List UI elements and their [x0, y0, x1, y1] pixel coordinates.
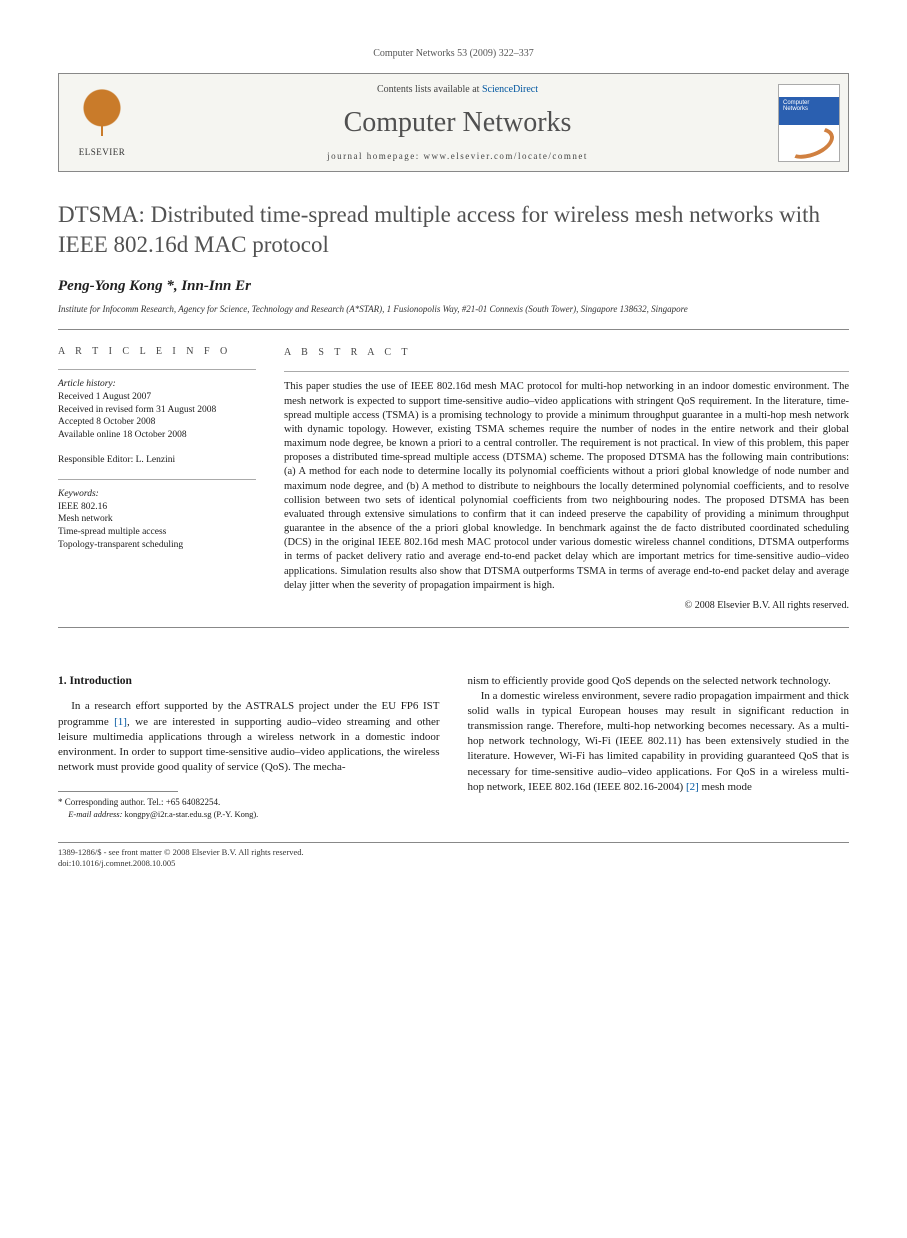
journal-masthead: ELSEVIER Contents lists available at Sci…	[58, 73, 849, 172]
author-list: Peng-Yong Kong *, Inn-Inn Er	[58, 278, 849, 295]
info-abstract-row: A R T I C L E I N F O Article history: R…	[58, 330, 849, 613]
intro-paragraph: In a research effort supported by the AS…	[58, 699, 440, 775]
abstract-heading: A B S T R A C T	[284, 346, 849, 360]
left-column: 1. Introduction In a research effort sup…	[58, 674, 440, 821]
divider	[58, 479, 256, 480]
keyword: IEEE 802.16	[58, 501, 256, 514]
article-history: Article history: Received 1 August 2007 …	[58, 378, 256, 442]
intro-paragraph: In a domestic wireless environment, seve…	[468, 689, 850, 795]
footnote-separator	[58, 791, 178, 792]
contents-list-line: Contents lists available at ScienceDirec…	[377, 84, 538, 95]
keywords-heading: Keywords:	[58, 488, 256, 501]
abstract-column: A B S T R A C T This paper studies the u…	[284, 346, 849, 613]
article-info-heading: A R T I C L E I N F O	[58, 346, 256, 357]
footer-meta: 1389-1286/$ - see front matter © 2008 El…	[58, 842, 849, 869]
keyword: Mesh network	[58, 513, 256, 526]
email-tail: (P.-Y. Kong).	[214, 809, 259, 819]
keyword: Time-spread multiple access	[58, 526, 256, 539]
doi-line: doi:10.1016/j.comnet.2008.10.005	[58, 858, 849, 869]
keyword: Topology-transparent scheduling	[58, 539, 256, 552]
author-email[interactable]: kongpy@i2r.a-star.edu.sg	[122, 809, 213, 819]
citation-link[interactable]: [1]	[114, 716, 127, 728]
masthead-center: Contents lists available at ScienceDirec…	[145, 74, 770, 171]
article-title: DTSMA: Distributed time-spread multiple …	[58, 200, 849, 260]
cover-mini-title: Computer Networks	[783, 100, 835, 112]
section-heading-intro: 1. Introduction	[58, 674, 440, 690]
journal-cover-icon: Computer Networks	[778, 84, 840, 162]
history-line: Received in revised form 31 August 2008	[58, 404, 256, 417]
header-citation: Computer Networks 53 (2009) 322–337	[58, 48, 849, 59]
keywords-block: Keywords: IEEE 802.16 Mesh network Time-…	[58, 488, 256, 552]
right-column: nism to efficiently provide good QoS dep…	[468, 674, 850, 821]
footnote-line: * Corresponding author. Tel.: +65 640822…	[58, 797, 220, 807]
responsible-editor: Responsible Editor: L. Lenzini	[58, 454, 256, 467]
history-line: Available online 18 October 2008	[58, 429, 256, 442]
article-info-column: A R T I C L E I N F O Article history: R…	[58, 346, 256, 613]
history-line: Accepted 8 October 2008	[58, 416, 256, 429]
journal-name: Computer Networks	[344, 107, 572, 139]
corresponding-author-footnote: * Corresponding author. Tel.: +65 640822…	[58, 796, 440, 820]
text-run: mesh mode	[699, 781, 752, 793]
publisher-logo-block: ELSEVIER	[59, 74, 145, 171]
history-line: Received 1 August 2007	[58, 391, 256, 404]
abstract-text: This paper studies the use of IEEE 802.1…	[284, 380, 849, 593]
cover-thumbnail-block: Computer Networks	[770, 74, 848, 171]
elsevier-tree-icon	[77, 89, 127, 143]
journal-homepage[interactable]: journal homepage: www.elsevier.com/locat…	[327, 151, 588, 161]
divider	[58, 627, 849, 628]
affiliation: Institute for Infocomm Research, Agency …	[58, 303, 849, 315]
contents-text: Contents lists available at	[377, 84, 482, 95]
email-label: E-mail address:	[68, 809, 122, 819]
citation-link[interactable]: [2]	[686, 781, 699, 793]
body-columns: 1. Introduction In a research effort sup…	[58, 674, 849, 821]
divider	[58, 842, 849, 843]
intro-paragraph-cont: nism to efficiently provide good QoS dep…	[468, 674, 850, 689]
divider	[284, 371, 849, 372]
publisher-name: ELSEVIER	[79, 147, 126, 157]
sciencedirect-link[interactable]: ScienceDirect	[482, 84, 538, 95]
text-run: In a domestic wireless environment, seve…	[468, 690, 850, 793]
abstract-copyright: © 2008 Elsevier B.V. All rights reserved…	[284, 599, 849, 613]
history-heading: Article history:	[58, 378, 256, 391]
divider	[58, 369, 256, 370]
front-matter-line: 1389-1286/$ - see front matter © 2008 El…	[58, 847, 849, 858]
